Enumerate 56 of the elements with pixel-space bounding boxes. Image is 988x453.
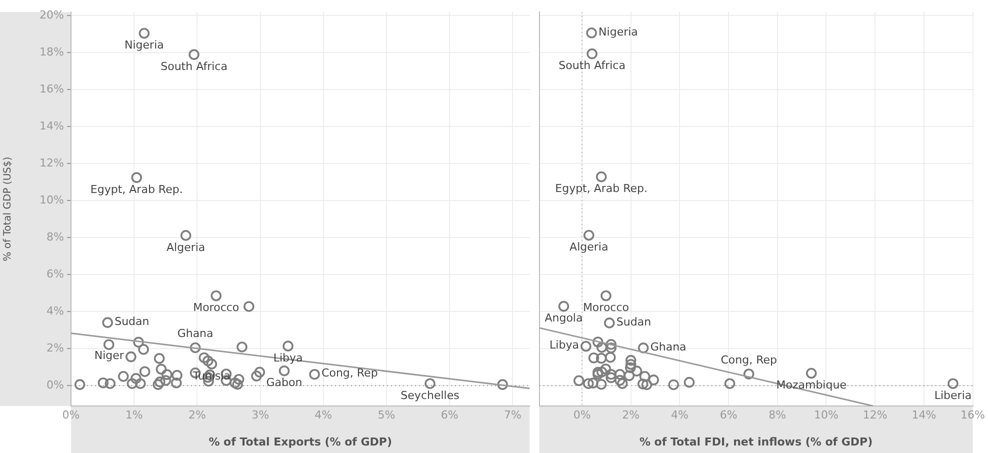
annotation: Ghana [177, 327, 214, 340]
x-tick-label: 0% [573, 408, 591, 422]
x-axis-title: % of Total Exports (% of GDP) [208, 435, 392, 448]
annotation: Mozambique [776, 378, 847, 392]
annotation: Libya [550, 338, 579, 352]
annotation: Nigeria [598, 25, 638, 38]
x-tick-label: 7% [504, 408, 522, 422]
y-tick-label: 12% [40, 156, 64, 170]
y-tick-label: 20% [40, 8, 64, 22]
y-tick-label: 6% [46, 268, 64, 281]
x-tick-label: 6% [440, 408, 458, 422]
annotation: Niger [94, 349, 124, 362]
annotation: Egypt, Arab Rep. [555, 182, 648, 196]
y-tick-label: 10% [40, 194, 64, 207]
annotation: Egypt, Arab Rep. [90, 182, 183, 196]
x-tick-label: 3% [252, 408, 270, 422]
x-tick-label: 0% [62, 408, 80, 422]
annotation: Liberia [934, 388, 972, 402]
y-tick-label: 2% [46, 342, 64, 355]
x-tick-label: 4% [314, 408, 332, 422]
x-tick-label: 1% [125, 408, 143, 422]
y-tick-label: 0% [46, 378, 64, 392]
annotation: Tunisia [192, 369, 230, 382]
annotation: Sudan [114, 314, 150, 328]
annotation: Cong, Rep [720, 353, 777, 366]
x-tick-label: 2% [622, 408, 640, 422]
annotation: Algeria [166, 240, 206, 254]
x-tick-label: 4% [670, 408, 688, 422]
y-axis-title: % of Total GDP (US$) [2, 156, 14, 262]
annotation: Morocco [582, 301, 630, 314]
annotation: South Africa [160, 60, 228, 73]
annotation: South Africa [558, 59, 626, 72]
annotation: Ghana [650, 340, 686, 354]
annotation: Nigeria [124, 38, 164, 52]
x-tick-label: 6% [720, 408, 738, 422]
x-tick-label: 14% [912, 408, 936, 422]
x-tick-label: 5% [378, 408, 396, 422]
y-tick-label: 18% [40, 46, 64, 59]
x-tick-label: 8% [768, 408, 786, 422]
x-tick-label: 16% [960, 408, 985, 422]
annotation: Sudan [616, 315, 652, 328]
x-tick-label: 2% [188, 408, 206, 422]
y-tick-label: 4% [46, 304, 64, 318]
y-tick-label: 16% [40, 82, 64, 96]
y-tick-label: 8% [46, 230, 64, 244]
y-tick-label: 14% [40, 120, 64, 133]
annotation: Morocco [193, 301, 240, 314]
annotation: Seychelles [400, 388, 460, 402]
annotation: Algeria [570, 240, 608, 254]
annotation: Gabon [266, 376, 302, 390]
annotation: Cong, Rep [322, 366, 378, 380]
x-tick-label: 10% [814, 408, 838, 422]
annotation: Angola [544, 312, 583, 325]
x-tick-label: 12% [862, 408, 888, 422]
x-axis-title: % of Total FDI, net inflows (% of GDP) [639, 435, 873, 448]
annotation: Libya [273, 351, 303, 364]
